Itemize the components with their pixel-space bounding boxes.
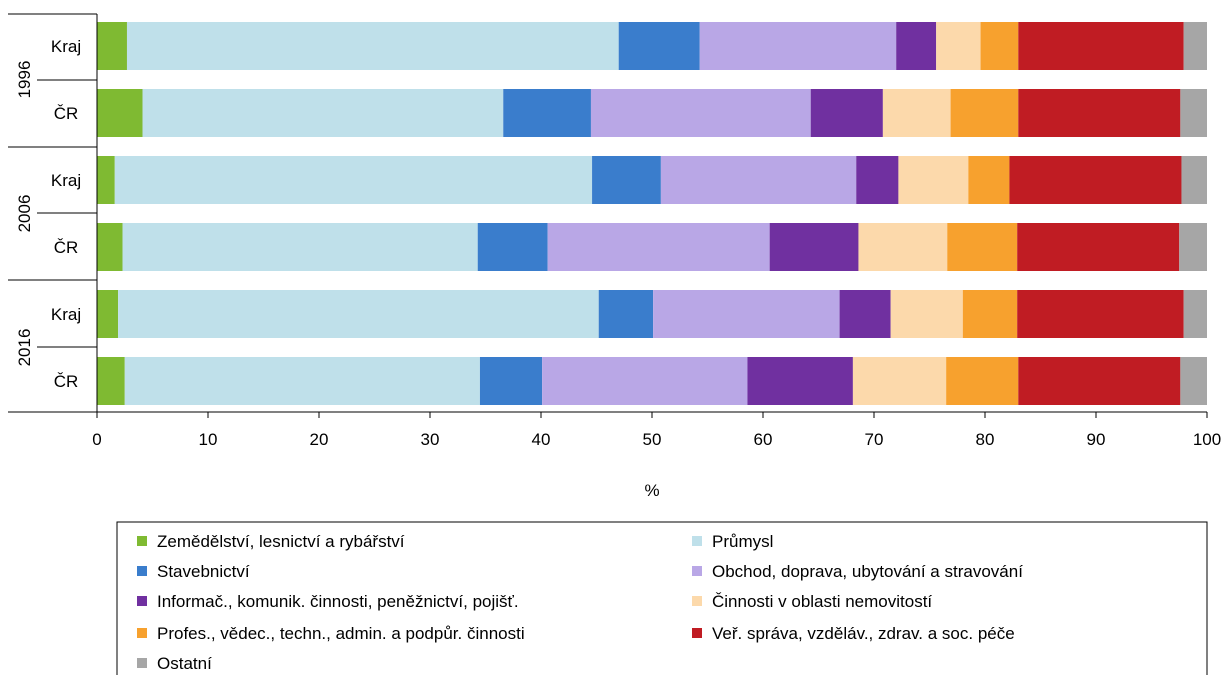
legend-swatch [137,628,147,638]
legend-swatch [692,566,702,576]
bar-segment [1180,89,1207,137]
bar-segment [547,223,770,271]
legend-swatch [692,536,702,546]
legend-box [116,521,1208,675]
bar-segment [1017,223,1180,271]
bar-segment [839,290,891,338]
bar-segment [699,22,897,70]
bar-segment [936,22,981,70]
bar-segment [114,156,593,204]
bar-segment [968,156,1010,204]
x-tick-label: 50 [643,430,662,449]
bar-segment [769,223,859,271]
bar-segment [97,290,119,338]
bar-segment [653,290,840,338]
bar-segment [124,357,480,405]
bar-segment [142,89,504,137]
bar-segment [898,156,969,204]
bar-segment [1018,89,1181,137]
x-tick-label: 90 [1087,430,1106,449]
bar-segment [747,357,853,405]
x-tick-label: 20 [310,430,329,449]
bar-segment [592,156,661,204]
legend-label: Průmysl [712,532,773,551]
bar-segment [97,357,125,405]
row-label: ČR [54,372,79,391]
bar-segment [858,223,948,271]
bar-segment [598,290,654,338]
bar-segment [477,223,548,271]
row-label: Kraj [51,305,81,324]
bar-segment [1009,156,1182,204]
x-tick-label: 0 [92,430,101,449]
bar-segment [810,89,883,137]
row-label: Kraj [51,171,81,190]
x-tick-label: 80 [976,430,995,449]
x-axis-title: % [644,481,659,500]
legend: Zemědělství, lesnictví a rybářství Průmys… [116,521,1208,675]
group-label: 1996 [15,61,34,99]
bar-segment [479,357,543,405]
bar-segment [1183,290,1207,338]
bar-segment [890,290,963,338]
bar-segment [1018,357,1181,405]
row-label: ČR [54,238,79,257]
bar-segment [97,156,115,204]
legend-label: Stavebnictví [157,562,250,581]
bar-segment [618,22,700,70]
bar-segment [1017,290,1184,338]
legend-label: Zemědělství, lesnictví a rybářství [157,532,405,551]
x-tick-label: 10 [199,430,218,449]
bar-segment [1180,357,1207,405]
bar-segment [97,22,127,70]
legend-swatch [137,536,147,546]
bar-segment [856,156,899,204]
bar-segment [590,89,811,137]
legend-label: Ostatní [157,654,212,673]
row-label: Kraj [51,37,81,56]
legend-label: Obchod, doprava, ubytování a stravování [712,562,1023,581]
legend-swatch [692,628,702,638]
bar-segment [882,89,951,137]
legend-swatch [137,566,147,576]
x-tick-label: 100 [1193,430,1221,449]
bar-segment [947,223,1018,271]
axes-layer: 0 10 20 30 40 50 60 70 80 90 100 Kraj ČR 1996 Kraj ČR 20… [8,13,1221,449]
bar-segment [852,357,947,405]
x-tick-label: 40 [532,430,551,449]
legend-swatch [137,596,147,606]
bar-segment [962,290,1018,338]
bar-segment [1018,22,1184,70]
bar-segment [542,357,748,405]
legend-label: Profes., vědec., techn., admin. a podpůr… [157,624,525,643]
row-label: ČR [54,104,79,123]
x-tick-label: 70 [865,430,884,449]
legend-swatch [692,596,702,606]
bar-segment [118,290,599,338]
legend-label: Činnosti v oblasti nemovitostí [712,592,932,611]
bar-segment [946,357,1019,405]
bars-layer [97,22,1207,405]
bar-segment [126,22,619,70]
legend-label: Informač., komunik. činnosti, peněžnictv… [157,592,519,611]
bar-segment [950,89,1019,137]
bar-segment [980,22,1019,70]
bar-segment [97,223,123,271]
group-label: 2006 [15,195,34,233]
bar-segment [896,22,937,70]
x-tick-label: 60 [754,430,773,449]
bar-segment [97,89,143,137]
bar-segment [1183,22,1207,70]
group-label: 2016 [15,329,34,367]
legend-swatch [137,658,147,668]
x-tick-label: 30 [421,430,440,449]
bar-segment [503,89,591,137]
bar-segment [660,156,857,204]
bar-segment [1179,223,1207,271]
legend-label: Veř. správa, vzděláv., zdrav. a soc. péč… [712,624,1015,643]
bar-segment [1181,156,1207,204]
bar-segment [122,223,478,271]
